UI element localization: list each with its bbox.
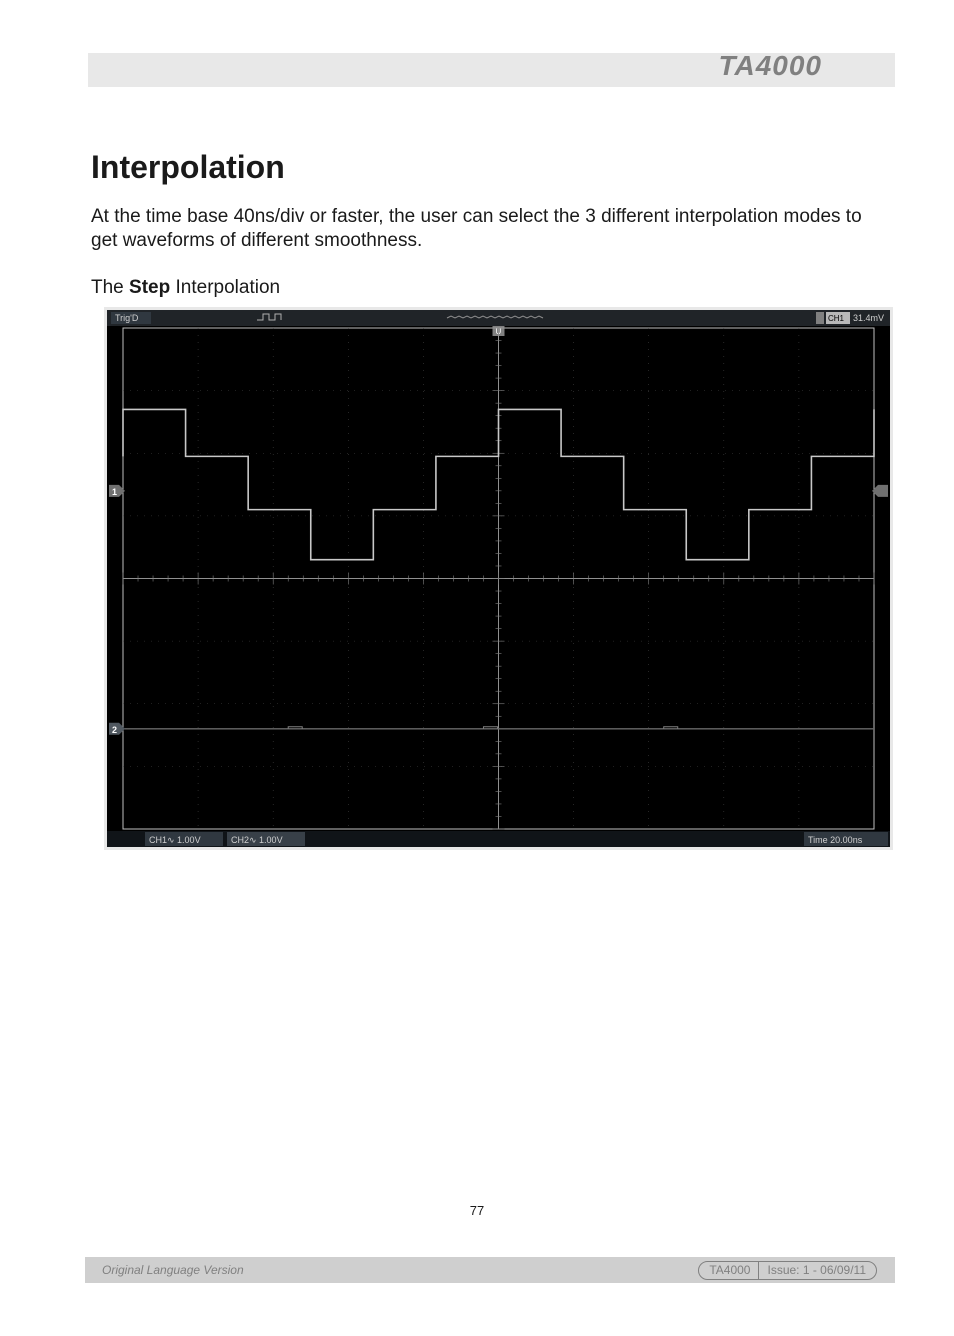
svg-text:CH1∿ 1.00V: CH1∿ 1.00V <box>149 835 201 845</box>
intro-paragraph: At the time base 40ns/div or faster, the… <box>91 205 891 253</box>
oscilloscope-figure: Trig'DCH131.4mVU12CH1∿ 1.00VCH2∿ 1.00VTi… <box>104 307 893 850</box>
svg-text:CH2∿ 1.00V: CH2∿ 1.00V <box>231 835 283 845</box>
product-title: TA4000 <box>718 50 822 82</box>
svg-text:CH1: CH1 <box>828 314 845 323</box>
oscilloscope-svg: Trig'DCH131.4mVU12CH1∿ 1.00VCH2∿ 1.00VTi… <box>107 310 890 847</box>
svg-text:Time 20.00ns: Time 20.00ns <box>808 835 863 845</box>
footer-product: TA4000 <box>699 1262 759 1279</box>
page-title: Interpolation <box>91 149 285 186</box>
svg-text:31.4mV: 31.4mV <box>853 313 884 323</box>
footer-capsule: TA4000 Issue: 1 - 06/09/11 <box>698 1261 877 1280</box>
svg-text:Trig'D: Trig'D <box>115 313 139 323</box>
svg-text:1: 1 <box>112 487 117 497</box>
footer-issue: Issue: 1 - 06/09/11 <box>759 1262 876 1279</box>
page-number: 77 <box>0 1203 954 1218</box>
step-subheading: The Step Interpolation <box>91 277 280 299</box>
svg-text:2: 2 <box>112 725 117 735</box>
footer-language: Original Language Version <box>102 1263 244 1277</box>
